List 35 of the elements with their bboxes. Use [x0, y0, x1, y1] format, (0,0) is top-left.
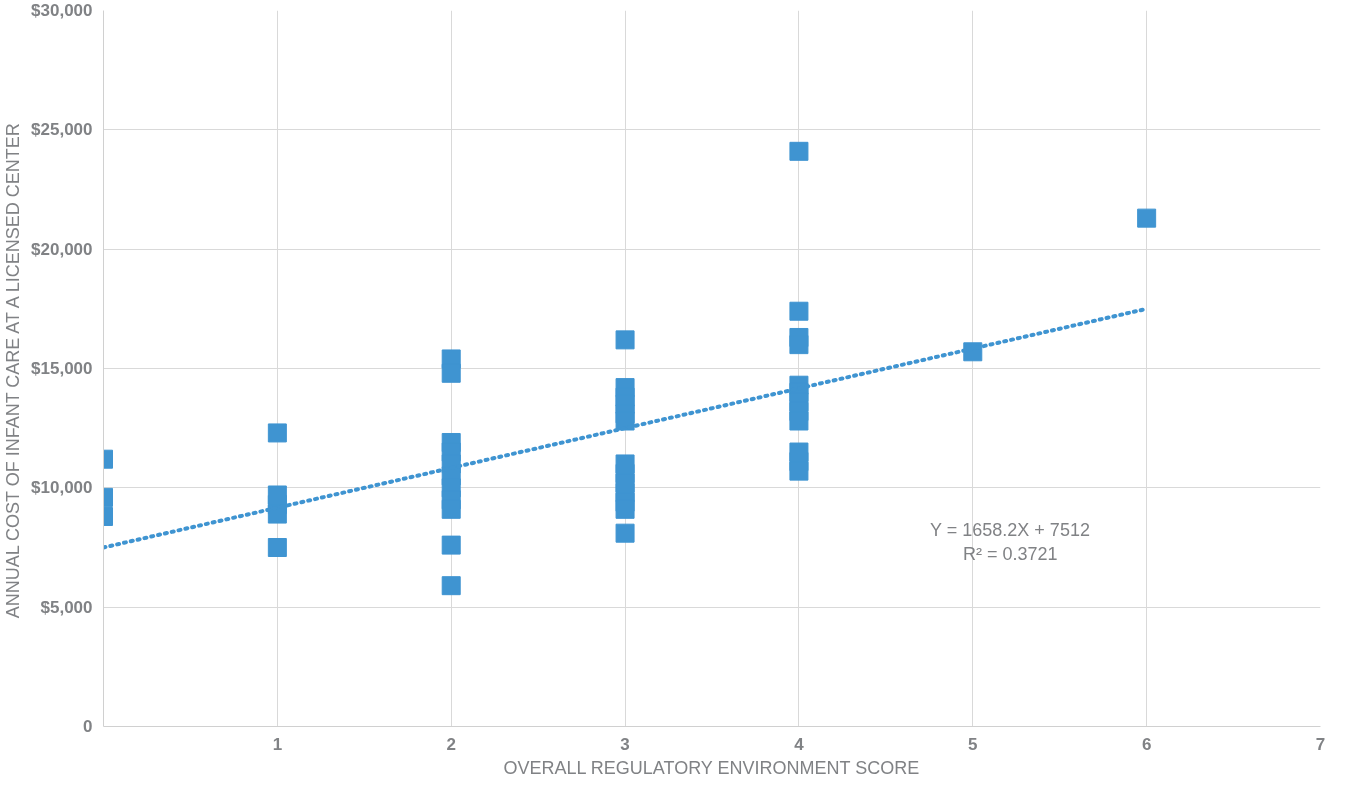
x-tick-label: 4 — [794, 734, 805, 754]
point — [789, 141, 809, 161]
y-tick-label: $10,000 — [31, 478, 93, 498]
y-tick-label: 0 — [83, 717, 93, 736]
y-axis-title: ANNUAL COST OF INFANT CARE AT A LICENSED CENTER — [3, 123, 24, 619]
point — [789, 411, 809, 431]
point — [1137, 208, 1157, 228]
y-tick-label: $25,000 — [31, 120, 93, 140]
annotation: Y = 1658.2X + 7512 — [930, 520, 1090, 541]
y-tick-label: $30,000 — [31, 1, 93, 20]
y-tick-label: $5,000 — [40, 597, 93, 617]
x-tick-label: 6 — [1141, 734, 1152, 754]
point — [615, 411, 635, 431]
point — [615, 499, 635, 519]
point — [615, 523, 635, 543]
y-tick-label: $15,000 — [31, 359, 93, 378]
y-tick-label: $20,000 — [31, 239, 93, 259]
x-tick-label: 1 — [272, 734, 283, 754]
point — [267, 538, 287, 557]
point — [441, 576, 461, 596]
annotation: R² = 0.3721 — [962, 543, 1058, 564]
x-tick-label: 5 — [968, 734, 978, 754]
point — [267, 423, 287, 443]
point — [789, 461, 809, 481]
x-tick-label: 3 — [620, 734, 630, 754]
point — [615, 330, 635, 350]
x-axis-title: OVERALL REGULATORY ENVIRONMENT SCORE — [503, 757, 920, 778]
point — [441, 363, 461, 383]
point — [441, 499, 461, 519]
point — [789, 335, 809, 355]
x-tick-label: 2 — [446, 734, 456, 754]
point — [789, 301, 809, 321]
x-tick-label: 7 — [1315, 734, 1326, 754]
point — [267, 504, 287, 524]
point — [441, 535, 461, 555]
